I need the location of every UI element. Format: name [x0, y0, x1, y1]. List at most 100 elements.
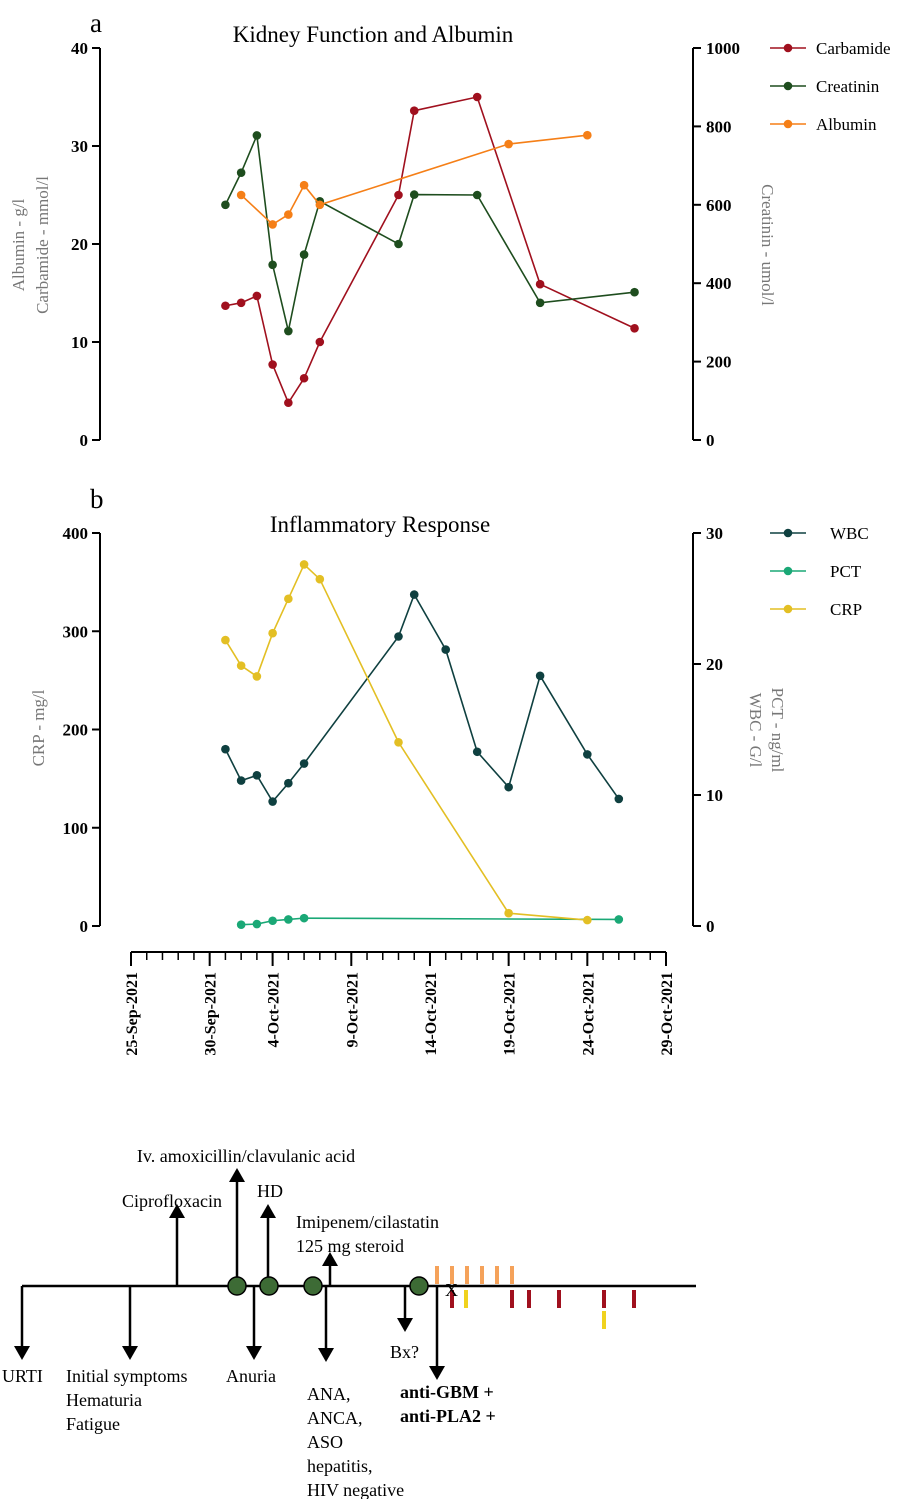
panel-b-label: b: [90, 484, 104, 514]
label-initial-symptoms: Initial symptoms: [66, 1366, 188, 1386]
arrow-negative-tests-head: [318, 1348, 334, 1362]
timeline-node: [303, 1276, 323, 1296]
label-neg-anca: ANCA,: [307, 1408, 363, 1428]
chart-a-legend: Carbamide Creatinin Albumin: [770, 39, 891, 134]
left-tick-label: 100: [63, 819, 89, 838]
left-tick-label: 20: [71, 235, 88, 254]
chart-a-right-label: Creatinin - umol/l: [758, 184, 777, 306]
arrow-amoxicillin-head: [229, 1168, 245, 1182]
date-tick-label: 4-Oct-2021: [266, 972, 283, 1048]
data-point-pct: [252, 919, 262, 929]
chart-b-right-label-1: WBC - G/l: [746, 693, 765, 768]
legend-entry-crp: CRP: [830, 600, 862, 619]
data-point-pct: [284, 915, 293, 924]
data-point-carbamide: [252, 291, 262, 301]
panel-a-label: a: [90, 8, 102, 38]
right-tick-label: 10: [706, 786, 723, 805]
series-line-wbc: [224, 592, 620, 803]
data-point-carbamide: [236, 298, 246, 308]
label-fatigue: Fatigue: [66, 1414, 120, 1434]
timeline-node: [227, 1276, 247, 1296]
left-tick-label: 40: [71, 39, 88, 58]
label-neg-hiv: HIV negative: [307, 1480, 404, 1499]
series-line-pct: [241, 917, 619, 926]
data-point-wbc: [221, 744, 230, 754]
data-point-crp: [268, 628, 277, 638]
data-point-crp: [221, 635, 230, 645]
data-point-carbamide: [299, 373, 309, 383]
data-point-pct: [268, 916, 277, 926]
left-tick-label: 200: [63, 721, 89, 740]
data-point-wbc: [441, 645, 451, 654]
series-line-creatinin: [224, 132, 635, 332]
data-point-wbc: [504, 782, 513, 792]
date-tick-label: 24-Oct-2021: [580, 972, 597, 1056]
data-point-carbamide: [394, 190, 403, 200]
data-point-carbamide: [472, 92, 482, 102]
data-point-crp: [394, 737, 403, 747]
chart-b-title: Inflammatory Response: [270, 512, 490, 537]
label-anti-gbm: anti-GBM +: [400, 1382, 494, 1402]
chart-a-left-label-1: Albumin - g/l: [9, 198, 28, 291]
left-tick-label: 400: [63, 524, 89, 543]
chart-b-right-label-2: PCT - ng/ml: [768, 688, 787, 773]
date-tick-label: 29-Oct-2021: [659, 972, 676, 1056]
legend-swatch-point: [783, 528, 793, 538]
data-point-carbamide: [221, 301, 230, 311]
data-point-pct: [614, 915, 624, 924]
arrow-antibody-head: [429, 1366, 445, 1380]
data-point-wbc: [472, 747, 482, 757]
data-point-albumin: [315, 200, 325, 210]
label-urti: URTI: [2, 1366, 43, 1386]
data-point-creatinin: [472, 190, 482, 200]
data-point-crp: [504, 908, 513, 918]
series-line-crp: [224, 563, 588, 921]
label-neg-ana: ANA,: [307, 1384, 351, 1404]
right-tick-label: 800: [706, 117, 732, 136]
data-point-carbamide: [268, 360, 277, 369]
arrow-anuria-head: [246, 1346, 262, 1360]
date-tick-label: 9-Oct-2021: [344, 972, 361, 1048]
label-anti-pla2: anti-PLA2 +: [400, 1406, 496, 1426]
legend-entry-wbc: WBC: [830, 524, 869, 543]
data-point-carbamide: [409, 106, 419, 116]
data-point-crp: [236, 661, 246, 670]
label-anuria: Anuria: [226, 1366, 276, 1386]
chart-b-legend: WBC PCT CRP: [770, 524, 869, 619]
date-tick-label: 14-Oct-2021: [423, 972, 440, 1056]
right-tick-label: 1000: [706, 39, 740, 58]
data-point-albumin: [583, 130, 592, 140]
arrow-imipenem-head: [322, 1252, 338, 1266]
data-point-albumin: [299, 180, 309, 190]
clinical-timeline: Iv. amoxicillin/clavulanic acid HD Cipro…: [2, 1146, 696, 1499]
data-point-carbamide: [315, 337, 325, 347]
label-hematuria: Hematuria: [66, 1390, 142, 1410]
timeline-x-mark: X: [445, 1280, 458, 1300]
left-tick-label: 30: [71, 137, 88, 156]
data-point-creatinin: [252, 131, 262, 140]
data-point-pct: [299, 913, 309, 923]
chart-b-left-label: CRP - mg/l: [29, 689, 48, 766]
data-point-creatinin: [221, 200, 230, 210]
legend-entry-albumin: Albumin: [816, 115, 877, 134]
right-tick-label: 200: [706, 353, 732, 372]
arrow-ciprofloxacin-head: [169, 1204, 185, 1218]
data-point-albumin: [284, 210, 293, 219]
data-point-wbc: [252, 771, 262, 780]
data-point-wbc: [236, 776, 246, 785]
legend-entry-pct: PCT: [830, 562, 862, 581]
series-line-albumin: [240, 134, 588, 226]
date-tick-label: 25-Sep-2021: [124, 972, 141, 1056]
data-point-creatinin: [236, 168, 246, 177]
data-point-pct: [236, 920, 246, 929]
data-point-wbc: [535, 671, 545, 681]
legend-swatch-point: [783, 81, 793, 91]
data-point-carbamide: [535, 279, 545, 289]
data-point-creatinin: [284, 326, 293, 336]
legend-swatch-point: [783, 119, 793, 129]
label-biopsy: Bx?: [390, 1342, 419, 1362]
data-point-wbc: [409, 590, 419, 599]
label-neg-hepatitis: hepatitis,: [307, 1456, 373, 1476]
timeline-node: [259, 1276, 279, 1296]
